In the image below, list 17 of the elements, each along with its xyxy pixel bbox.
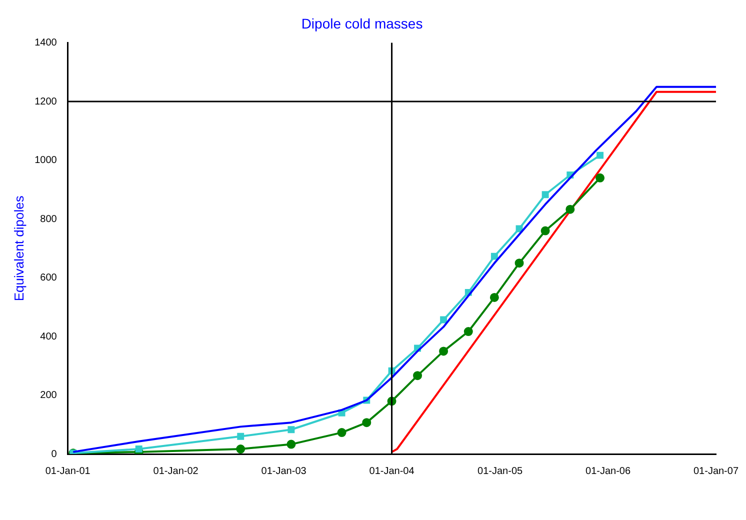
y-tick-label: 400 (40, 331, 58, 342)
y-tick-label: 1400 (34, 38, 58, 49)
y-tick-label: 800 (40, 214, 58, 225)
chart-title: Dipole cold masses (301, 15, 423, 32)
x-tick-label: 01-Jan-03 (261, 466, 307, 477)
y-tick-label: 1000 (34, 155, 58, 166)
y-axis-title: Equivalent dipoles (11, 195, 26, 302)
y-tick-label: 200 (40, 390, 58, 402)
y-tick-label: 0 (51, 448, 58, 460)
x-tick-label: 01-Jan-02 (153, 466, 199, 477)
y-tick-label: 600 (40, 272, 58, 284)
y-tick-label: 1200 (34, 96, 58, 108)
x-tick-label: 01-Jan-06 (586, 466, 631, 477)
x-tick-label: 01-Jan-05 (478, 466, 523, 477)
x-tick-label: 01-Jan-04 (369, 466, 415, 477)
x-tick-label: 01-Jan-07 (693, 466, 739, 477)
x-tick-label: 01-Jan-01 (45, 466, 91, 477)
